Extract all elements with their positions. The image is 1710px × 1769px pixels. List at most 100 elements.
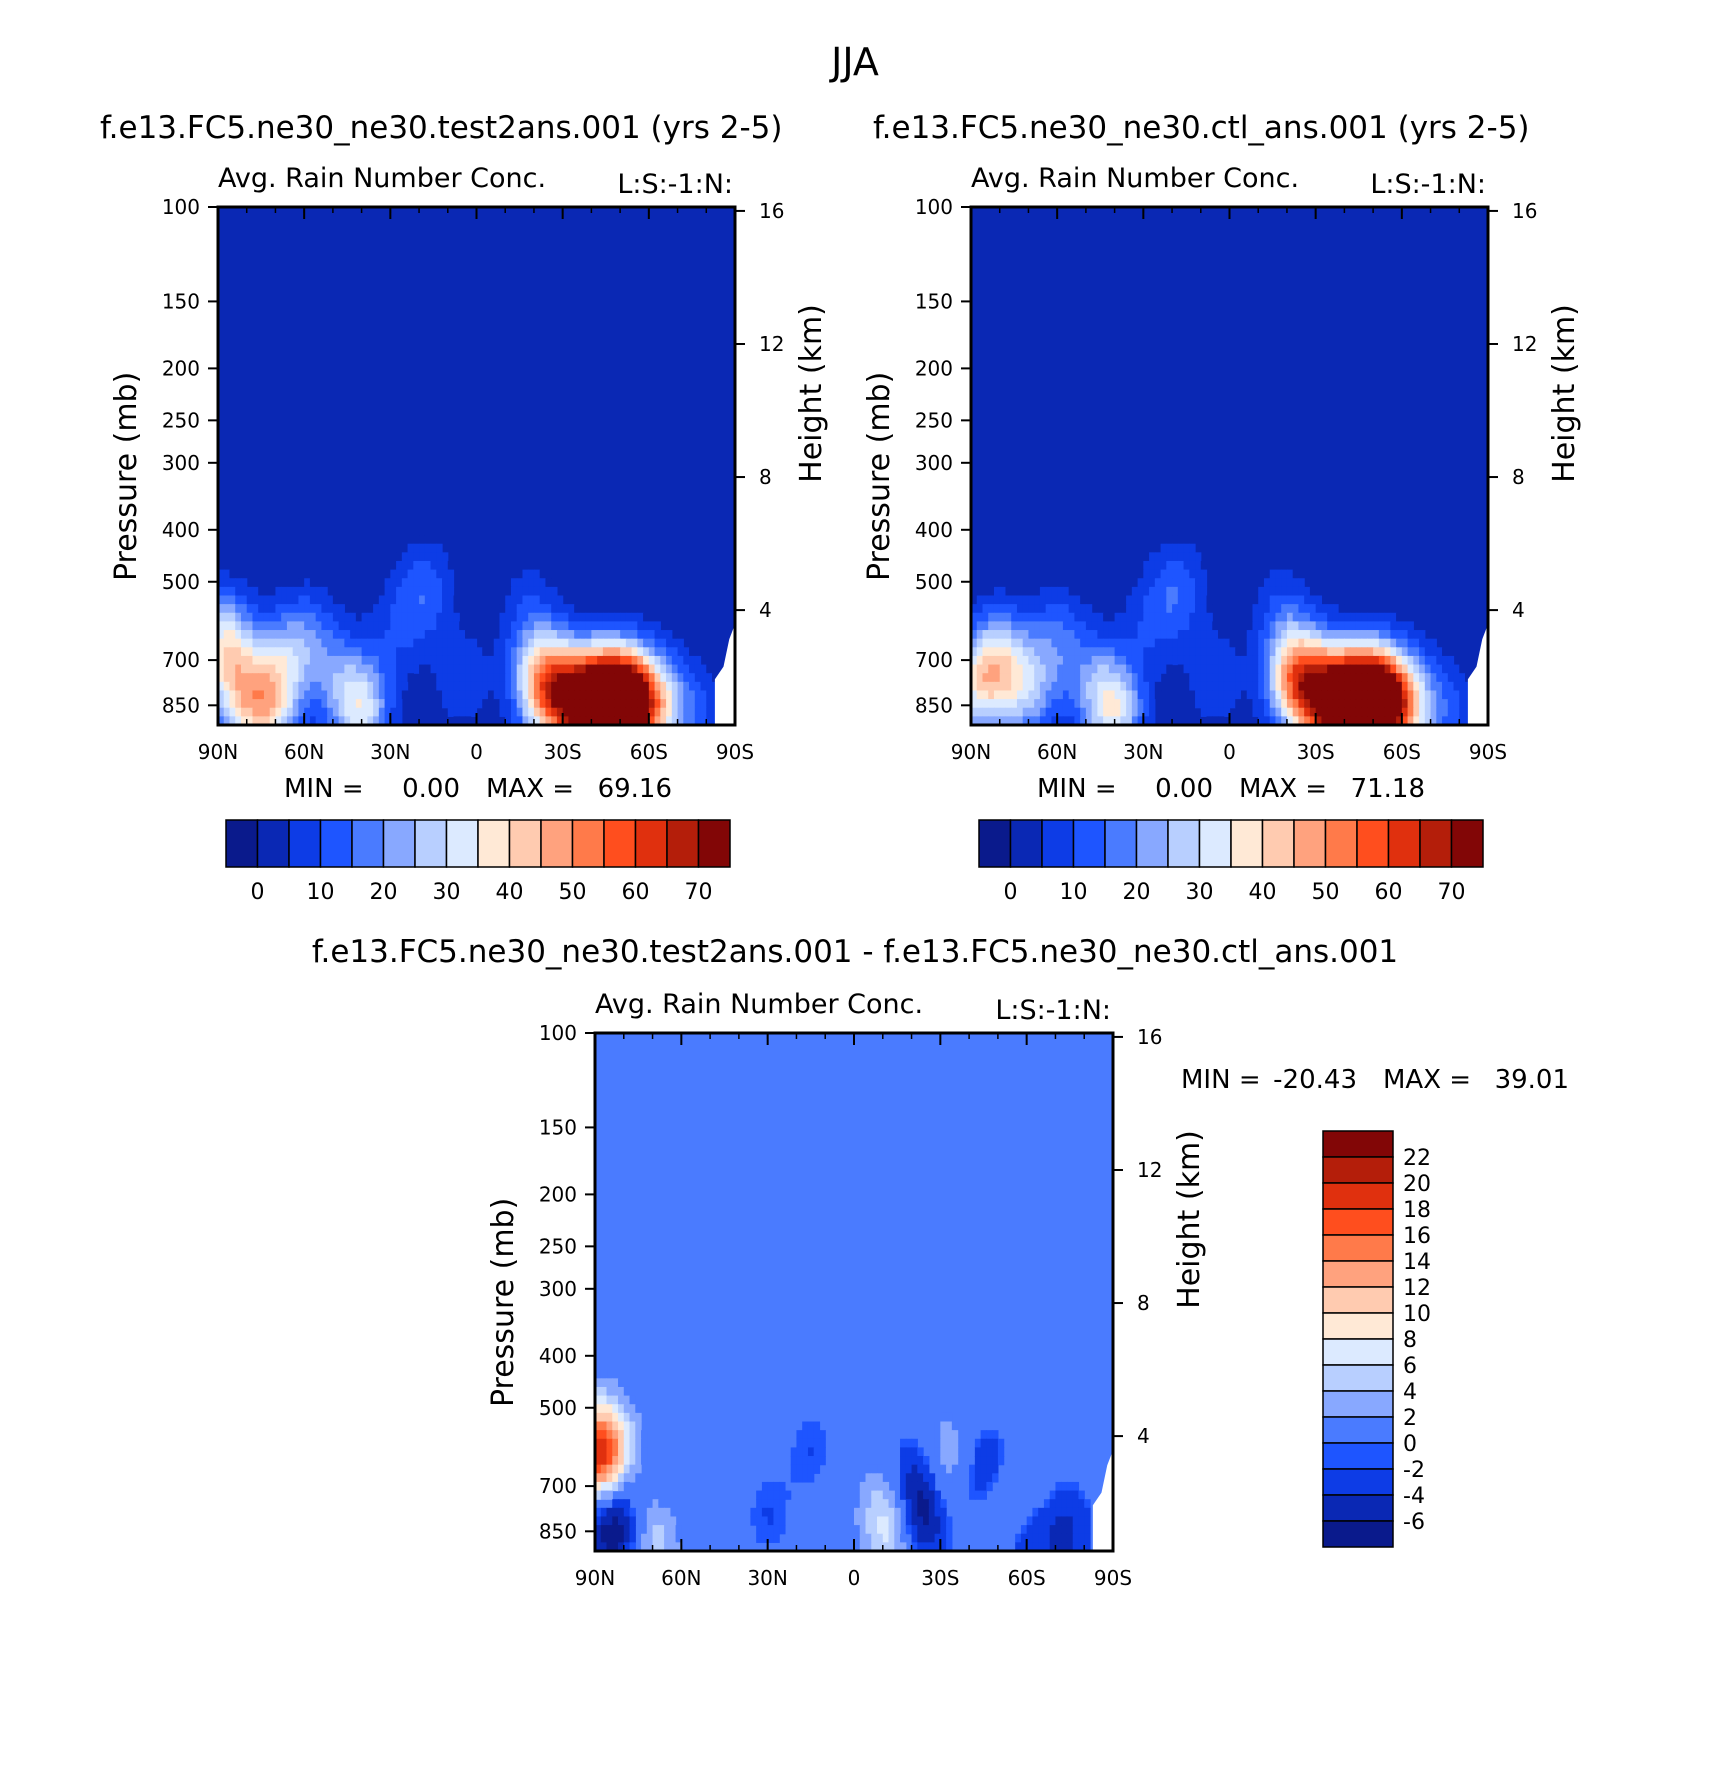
field-cell <box>1286 690 1294 700</box>
field-cell <box>407 647 414 657</box>
field-cell <box>1032 1516 1039 1526</box>
field-cell <box>482 673 489 683</box>
field-cell <box>629 1447 636 1457</box>
max-label: MAX = <box>1383 1065 1471 1095</box>
field-cell <box>1315 647 1323 657</box>
field-cell <box>1189 630 1196 640</box>
field-cell <box>442 664 449 674</box>
field-cell <box>1246 664 1254 674</box>
colorbar-test: 0 10 20 30 40 50 60 70 <box>225 819 731 905</box>
field-cell <box>235 647 242 657</box>
field-cell <box>390 673 397 683</box>
field-cell <box>635 1430 642 1440</box>
field-cell <box>516 690 524 700</box>
field-cell <box>819 1438 826 1448</box>
field-cell <box>384 681 391 692</box>
field-cell <box>934 1430 941 1440</box>
field-cell <box>859 1533 867 1543</box>
field-cell <box>706 664 713 674</box>
field-cell <box>1028 604 1035 614</box>
field-cell <box>327 673 334 683</box>
field-cell <box>1016 690 1024 700</box>
field-cell <box>940 1438 947 1448</box>
field-cell <box>1229 690 1236 700</box>
field-cell <box>1235 673 1242 683</box>
field-cell <box>235 707 242 717</box>
field-cell <box>606 1516 613 1526</box>
field-cell <box>1039 647 1047 657</box>
field-cell <box>332 647 340 657</box>
colorbar-swatch <box>256 819 290 868</box>
field-cell <box>1034 681 1041 692</box>
field-cell <box>654 638 661 648</box>
field-cell <box>373 681 380 692</box>
field-cell <box>269 690 277 700</box>
field-cell <box>1026 1533 1034 1543</box>
field-cell <box>1373 707 1380 717</box>
field-cell <box>1039 690 1047 700</box>
field-cell <box>1068 690 1075 700</box>
field-cell <box>545 673 552 683</box>
field-cell <box>1240 673 1248 683</box>
field-cell <box>510 630 518 640</box>
colorbar-swatch <box>1356 819 1390 868</box>
field-cell <box>1080 612 1087 622</box>
field-cell <box>1367 681 1374 692</box>
field-cell <box>1039 681 1047 692</box>
field-cell <box>1137 595 1144 605</box>
field-cell <box>1055 1533 1062 1543</box>
field-cell <box>1315 681 1323 692</box>
field-cell <box>1419 690 1426 700</box>
field-cell <box>1298 699 1305 709</box>
field-cell <box>436 604 443 614</box>
field-cell <box>419 655 426 666</box>
field-cell <box>1051 699 1058 709</box>
field-cell <box>1114 707 1121 717</box>
field-cell <box>614 690 621 700</box>
max-value: 69.16 <box>598 774 672 804</box>
field-cell <box>338 699 345 709</box>
field-cell <box>917 1516 924 1526</box>
field-cell <box>545 716 552 725</box>
field-cell <box>595 1412 602 1423</box>
field-cell <box>1309 673 1317 683</box>
field-cell <box>1252 673 1259 683</box>
field-cell <box>1189 543 1196 553</box>
field-cell <box>1344 681 1351 692</box>
field-cell <box>625 716 633 725</box>
field-cell <box>1240 655 1248 666</box>
field-cell <box>1032 1542 1039 1551</box>
field-cell <box>1016 647 1024 657</box>
field-cell <box>378 664 386 674</box>
field-cell <box>1068 621 1075 631</box>
field-cell <box>373 655 380 666</box>
field-cell <box>1453 716 1460 725</box>
field-cell <box>551 699 558 709</box>
field-cell <box>669 1533 677 1543</box>
field-cell <box>1114 655 1121 666</box>
field-cell <box>1332 707 1340 717</box>
field-cell <box>660 716 667 725</box>
field-cell <box>1424 716 1432 725</box>
max-label: MAX = <box>486 774 574 804</box>
field-cell <box>666 673 673 683</box>
field-cell <box>1304 690 1311 700</box>
field-cell <box>223 578 231 588</box>
field-cell <box>1032 1525 1039 1535</box>
field-cell <box>1011 664 1018 674</box>
field-cell <box>1195 681 1202 692</box>
field-cell <box>344 707 351 717</box>
field-cell <box>946 1430 953 1440</box>
field-cell <box>779 1481 786 1492</box>
field-cell <box>865 1516 872 1526</box>
field-cell <box>419 552 426 562</box>
field-cell <box>556 647 564 657</box>
field-cell <box>1183 621 1190 631</box>
field-cell <box>430 655 437 666</box>
field-cell <box>934 1499 941 1509</box>
field-cell <box>390 638 397 648</box>
field-cell <box>1131 586 1139 597</box>
field-cell <box>654 647 661 657</box>
colorbar-swatch <box>1322 1494 1394 1522</box>
field-cell <box>877 1499 884 1509</box>
